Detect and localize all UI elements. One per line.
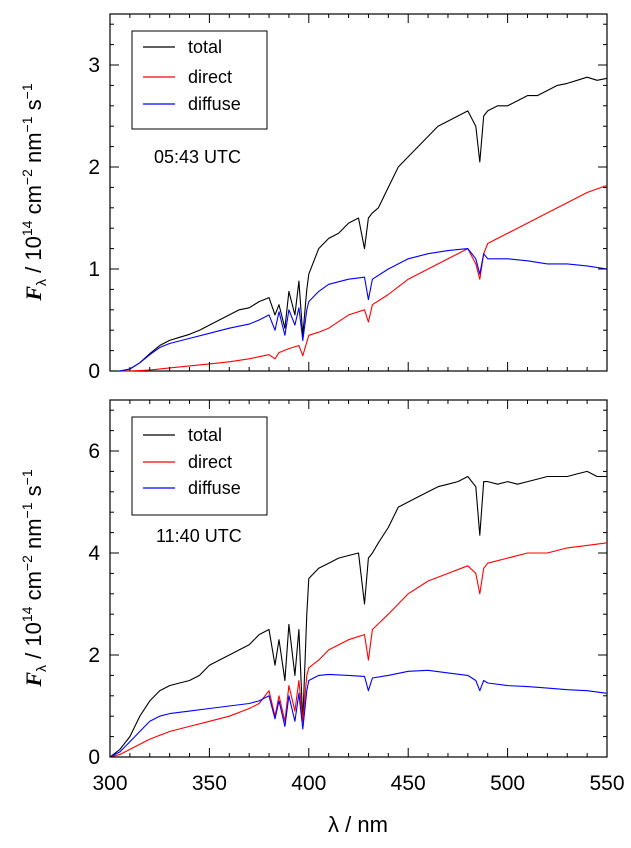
- legend-top: total direct diffuse: [131, 30, 268, 130]
- series-layer-bottom: [109, 470, 608, 758]
- plot-frame-bottom: [109, 399, 608, 758]
- y-tick-label-4-bottom: 4: [88, 542, 100, 565]
- series-line-direct-top: [110, 184, 608, 372]
- legend-bottom: total direct diffuse: [131, 416, 268, 516]
- y-tick-label-1-top: 1: [88, 258, 100, 281]
- y-title-u2: nm: [21, 132, 46, 169]
- series-layer-top: [110, 76, 608, 372]
- series-line-total-top: [110, 76, 608, 372]
- y-title-u1exp: −2: [19, 169, 35, 185]
- y-title-symbol: F: [21, 286, 46, 302]
- y-tick-label-0-bottom: 0: [88, 746, 100, 769]
- y-title-u1: cm: [21, 185, 46, 220]
- y-title-u3exp: −1: [19, 83, 35, 99]
- time-annotation-top: 05:43 UTC: [154, 147, 241, 167]
- legend-label-direct-top: direct: [188, 67, 232, 87]
- series-line-total-bottom: [109, 470, 607, 758]
- panel-top: 0 1 2 3 total direct diffuse 05:43 UTC: [88, 13, 608, 383]
- series-line-diffuse-bottom: [109, 669, 608, 758]
- x-tick-label-300: 300: [92, 772, 127, 795]
- x-tick-label-500: 500: [490, 772, 525, 795]
- y-title-u2: nm: [21, 518, 46, 555]
- x-tick-label-350: 350: [192, 772, 227, 795]
- legend-label-total-bottom: total: [188, 425, 222, 445]
- x-tick-label-550: 550: [589, 772, 624, 795]
- ticks-layer-bottom: 300 350 400 450 500 550 0 2 4 6: [88, 400, 625, 795]
- legend-label-diffuse-top: diffuse: [188, 94, 241, 114]
- legend-label-total-top: total: [188, 37, 222, 57]
- x-axis-title: λ / nm: [328, 812, 388, 837]
- y-title-u2exp: −1: [19, 502, 35, 518]
- y-title-u3exp: −1: [19, 469, 35, 485]
- legend-label-direct-bottom: direct: [188, 452, 232, 472]
- y-title-rest: / 10: [21, 236, 46, 279]
- time-annotation-bottom: 11:40 UTC: [156, 526, 242, 546]
- y-title-u1: cm: [21, 571, 46, 606]
- series-line-direct-bottom: [109, 542, 608, 758]
- y-tick-label-6-bottom: 6: [88, 440, 100, 463]
- y-title-exp: 14: [19, 606, 35, 622]
- y-title-symbol: F: [21, 672, 46, 688]
- y-title-u2exp: −1: [19, 116, 35, 132]
- y-title-exp: 14: [19, 220, 35, 236]
- y-axis-title-bottom: Fλ / 1014 cm−2 nm−1 s−1: [19, 469, 49, 687]
- series-line-diffuse-top: [110, 248, 608, 372]
- y-tick-label-0-top: 0: [88, 360, 100, 383]
- y-title-u1exp: −2: [19, 555, 35, 571]
- y-axis-title-top: Fλ / 1014 cm−2 nm−1 s−1: [19, 83, 49, 301]
- y-title-rest: / 10: [21, 622, 46, 665]
- panel-bottom: 300 350 400 450 500 550 0 2 4 6 total direct diff…: [88, 399, 625, 795]
- y-tick-label-3-top: 3: [88, 54, 100, 77]
- legend-label-diffuse-bottom: diffuse: [188, 478, 241, 498]
- x-tick-label-400: 400: [291, 772, 326, 795]
- y-tick-label-2-bottom: 2: [88, 644, 100, 667]
- ticks-layer-top: 0 1 2 3: [88, 14, 608, 383]
- y-title-u3: s: [21, 485, 46, 502]
- y-title-sub: λ: [33, 665, 49, 672]
- plot-frame-top: [109, 13, 608, 372]
- legend-box-bottom: [131, 416, 268, 516]
- y-tick-label-2-top: 2: [88, 156, 100, 179]
- y-title-u3: s: [21, 99, 46, 116]
- x-tick-label-450: 450: [391, 772, 426, 795]
- y-title-sub: λ: [33, 279, 49, 286]
